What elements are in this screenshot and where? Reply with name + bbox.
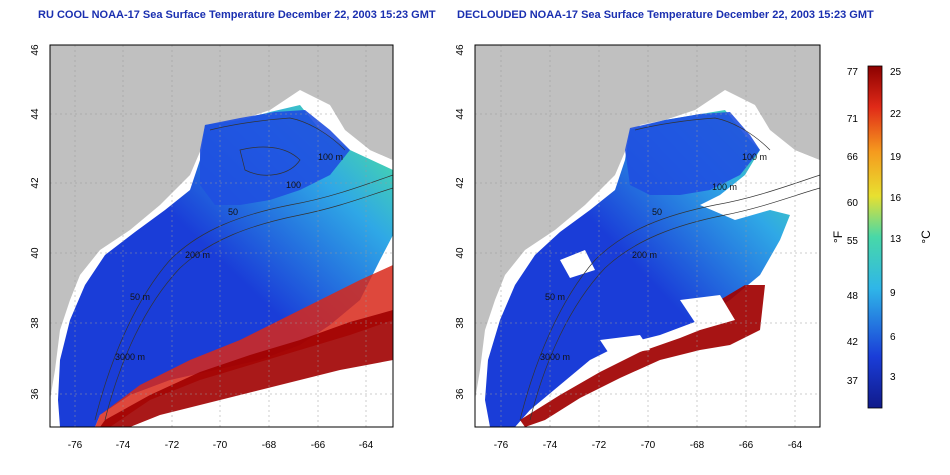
bathymetry-contours: [94, 117, 393, 421]
temperature-colorbar: 77 71 66 60 55 48 42 37 25 22 19 16 13 9…: [831, 65, 933, 409]
x-tick-label: -66: [739, 440, 754, 451]
left-map-frame: [49, 44, 394, 428]
c-tick-label: 13: [890, 234, 902, 245]
x-tick-label: -72: [592, 440, 607, 451]
y-tick-label: 40: [30, 247, 41, 259]
f-tick-label: 42: [847, 337, 859, 348]
right-map-body: 100 m 100 m 50 200 m 50 m 3000 m: [475, 45, 820, 427]
c-tick-label: 9: [890, 288, 896, 299]
c-tick-label: 16: [890, 193, 902, 204]
f-tick-label: 48: [847, 291, 859, 302]
x-tick-label: -64: [788, 440, 803, 451]
celsius-unit-label: °C: [919, 230, 933, 244]
contour-label: 200 m: [632, 250, 657, 260]
contour-label: 50 m: [130, 292, 150, 302]
f-tick-label: 55: [847, 236, 859, 247]
left-y-axis: 36 38 40 42 44 46: [30, 44, 41, 400]
y-tick-label: 36: [30, 388, 41, 400]
x-tick-label: -66: [311, 440, 326, 451]
contour-label: 100 m: [742, 152, 767, 162]
contour-label: 200 m: [185, 250, 210, 260]
sst-field: [58, 105, 393, 427]
x-tick-label: -74: [543, 440, 558, 451]
x-tick-label: -68: [690, 440, 705, 451]
f-tick-label: 37: [847, 376, 859, 387]
y-tick-label: 36: [455, 388, 466, 400]
right-x-axis: -76 -74 -72 -70 -68 -66 -64: [494, 440, 803, 451]
contour-label: 50: [652, 207, 662, 217]
fahrenheit-unit-label: °F: [831, 231, 845, 243]
contour-label: 100 m: [712, 182, 737, 192]
right-map-title: DECLOUDED NOAA-17 Sea Surface Temperatur…: [457, 9, 874, 21]
x-tick-label: -68: [262, 440, 277, 451]
right-map-frame: [474, 44, 821, 428]
c-tick-label: 25: [890, 67, 902, 78]
right-map-panel: 100 m 100 m 50 200 m 50 m 3000 m -76 -74…: [455, 44, 821, 451]
x-tick-label: -74: [116, 440, 131, 451]
y-tick-label: 38: [30, 317, 41, 329]
y-tick-label: 46: [30, 44, 41, 56]
x-tick-label: -76: [68, 440, 83, 451]
c-tick-label: 19: [890, 152, 902, 163]
bathymetry-contours: [519, 117, 820, 421]
land-mass: [475, 45, 820, 400]
c-tick-label: 3: [890, 372, 896, 383]
contour-label: 3000 m: [115, 352, 145, 362]
land-mass-northeast: [330, 60, 393, 160]
y-tick-label: 38: [455, 317, 466, 329]
f-tick-label: 60: [847, 198, 859, 209]
left-map-title: RU COOL NOAA-17 Sea Surface Temperature …: [38, 9, 436, 21]
land-mass-northeast: [755, 60, 820, 160]
colorbar-gradient: [867, 65, 883, 409]
y-tick-label: 44: [455, 108, 466, 120]
y-tick-label: 40: [455, 247, 466, 259]
x-tick-label: -70: [213, 440, 228, 451]
contour-label: 100: [286, 180, 301, 190]
celsius-ticks: 25 22 19 16 13 9 6 3: [890, 67, 902, 383]
left-x-axis: -76 -74 -72 -70 -68 -66 -64: [68, 440, 374, 451]
contour-label: 50 m: [545, 292, 565, 302]
left-map-panel: 100 m 100 50 200 m 50 m 3000 m -76 -74 -…: [30, 44, 394, 451]
grid-lines: [475, 45, 820, 427]
x-tick-label: -72: [165, 440, 180, 451]
contour-label: 3000 m: [540, 352, 570, 362]
c-tick-label: 22: [890, 109, 902, 120]
cold-water-region: [200, 110, 350, 205]
y-tick-label: 44: [30, 108, 41, 120]
right-y-axis: 36 38 40 42 44 46: [455, 44, 466, 400]
gulf-stream-core: [100, 310, 393, 427]
sst-field: [485, 110, 790, 427]
declouded-gaps: [560, 250, 820, 427]
f-tick-label: 77: [847, 67, 859, 78]
x-tick-label: -76: [494, 440, 509, 451]
land-mass: [50, 45, 393, 400]
y-tick-label: 46: [455, 44, 466, 56]
cold-water-region: [625, 112, 760, 195]
y-tick-label: 42: [30, 177, 41, 189]
grid-lines: [50, 45, 393, 427]
contour-label: 100 m: [318, 152, 343, 162]
f-tick-label: 66: [847, 152, 859, 163]
contour-label: 50: [228, 207, 238, 217]
x-tick-label: -70: [641, 440, 656, 451]
f-tick-label: 71: [847, 114, 859, 125]
gulf-stream-core: [520, 285, 765, 427]
y-tick-label: 42: [455, 177, 466, 189]
contour-labels: 100 m 100 m 50 200 m 50 m 3000 m: [540, 152, 767, 362]
fahrenheit-ticks: 77 71 66 60 55 48 42 37: [847, 67, 859, 387]
left-map-body: 100 m 100 50 200 m 50 m 3000 m: [50, 45, 393, 427]
c-tick-label: 6: [890, 332, 896, 343]
contour-labels: 100 m 100 50 200 m 50 m 3000 m: [115, 152, 343, 362]
x-tick-label: -64: [359, 440, 374, 451]
